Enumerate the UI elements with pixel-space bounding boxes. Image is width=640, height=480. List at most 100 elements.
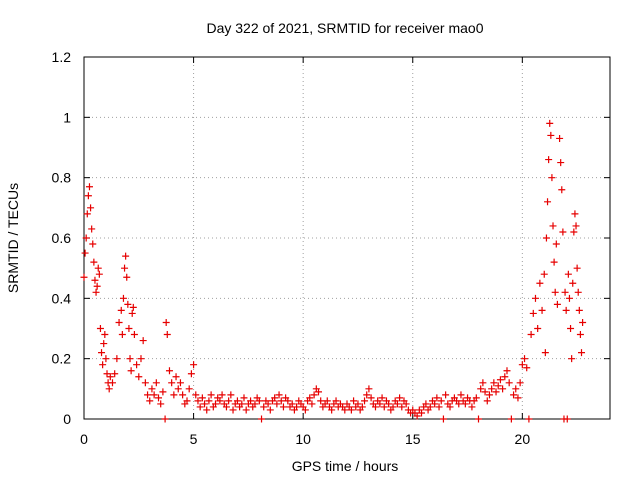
data-point: [547, 131, 555, 139]
data-point: [541, 349, 549, 357]
data-point: [284, 397, 292, 405]
data-point: [544, 198, 552, 206]
data-point: [84, 192, 92, 200]
data-point: [242, 406, 250, 414]
data-point: [496, 376, 504, 384]
data-point: [218, 391, 226, 399]
data-point: [233, 397, 241, 405]
data-point: [185, 385, 193, 393]
data-point: [494, 382, 502, 390]
data-point: [376, 400, 384, 408]
data-point: [174, 385, 182, 393]
data-point: [534, 325, 542, 332]
y-tick-label: 1.2: [52, 49, 72, 65]
data-point: [135, 373, 143, 381]
data-point: [315, 388, 323, 396]
data-point: [117, 306, 125, 314]
data-point: [258, 415, 266, 423]
data-point: [551, 288, 559, 296]
data-point: [266, 406, 274, 414]
data-point: [483, 397, 491, 405]
x-axis-title: GPS time / hours: [292, 458, 399, 474]
data-point: [576, 331, 584, 339]
data-point: [288, 400, 296, 408]
data-point: [565, 294, 573, 302]
data-point: [222, 403, 230, 411]
data-point: [461, 400, 469, 408]
x-tick-label: 0: [80, 431, 88, 447]
data-point: [540, 270, 548, 278]
data-point: [183, 397, 191, 405]
data-point: [564, 270, 572, 278]
data-point: [323, 397, 331, 405]
data-point: [479, 379, 487, 387]
data-point: [128, 309, 136, 317]
data-point: [538, 306, 546, 314]
data-point: [306, 394, 314, 402]
data-point: [94, 264, 102, 272]
data-point: [201, 400, 209, 408]
data-point: [159, 388, 167, 396]
data-point: [393, 400, 401, 408]
y-tick-label: 0.2: [52, 351, 72, 367]
plot-frame: [83, 56, 611, 420]
data-point: [557, 159, 565, 167]
data-point: [488, 385, 496, 393]
data-point: [260, 403, 268, 411]
data-point: [90, 258, 98, 266]
data-point: [168, 379, 176, 387]
data-point: [542, 234, 550, 242]
data-point: [525, 415, 533, 423]
data-point: [396, 394, 404, 402]
data-point: [102, 355, 110, 363]
data-point: [398, 403, 406, 411]
data-point: [571, 210, 579, 218]
data-point: [146, 397, 154, 405]
data-point: [155, 394, 163, 402]
data-point: [422, 400, 430, 408]
x-axis-ticks: 0 5 10 15 20: [80, 57, 530, 447]
data-point: [225, 397, 233, 405]
data-point: [371, 403, 379, 411]
data-point: [510, 391, 518, 399]
data-point: [570, 228, 578, 236]
data-point: [536, 279, 544, 287]
data-point: [279, 403, 287, 411]
data-point: [82, 234, 90, 242]
data-point: [165, 367, 173, 375]
data-point: [198, 394, 206, 402]
data-point: [365, 385, 373, 393]
data-point: [492, 388, 500, 396]
data-point: [89, 240, 97, 248]
data-point: [216, 397, 224, 405]
data-point: [439, 415, 447, 423]
data-point: [205, 397, 213, 405]
data-point: [477, 385, 485, 393]
data-point: [152, 379, 160, 387]
data-point: [310, 391, 318, 399]
data-point: [255, 397, 263, 405]
data-point: [106, 373, 114, 381]
data-point: [119, 294, 127, 302]
y-tick-label: 0.6: [52, 230, 72, 246]
data-point: [341, 406, 349, 414]
data-point: [546, 119, 554, 127]
data-point: [569, 279, 577, 287]
x-tick-label: 10: [295, 431, 311, 447]
data-point: [148, 385, 156, 393]
data-point: [468, 403, 476, 411]
data-point: [558, 186, 566, 194]
data-point: [212, 400, 219, 408]
data-point: [531, 294, 539, 302]
data-point: [472, 394, 480, 402]
data-point: [227, 391, 235, 399]
data-point: [507, 415, 515, 423]
data-point: [196, 403, 204, 411]
data-point: [247, 397, 255, 405]
data-point: [556, 134, 564, 142]
data-point: [92, 288, 100, 296]
data-point: [162, 318, 170, 326]
data-point: [499, 385, 507, 393]
data-point: [240, 394, 248, 402]
